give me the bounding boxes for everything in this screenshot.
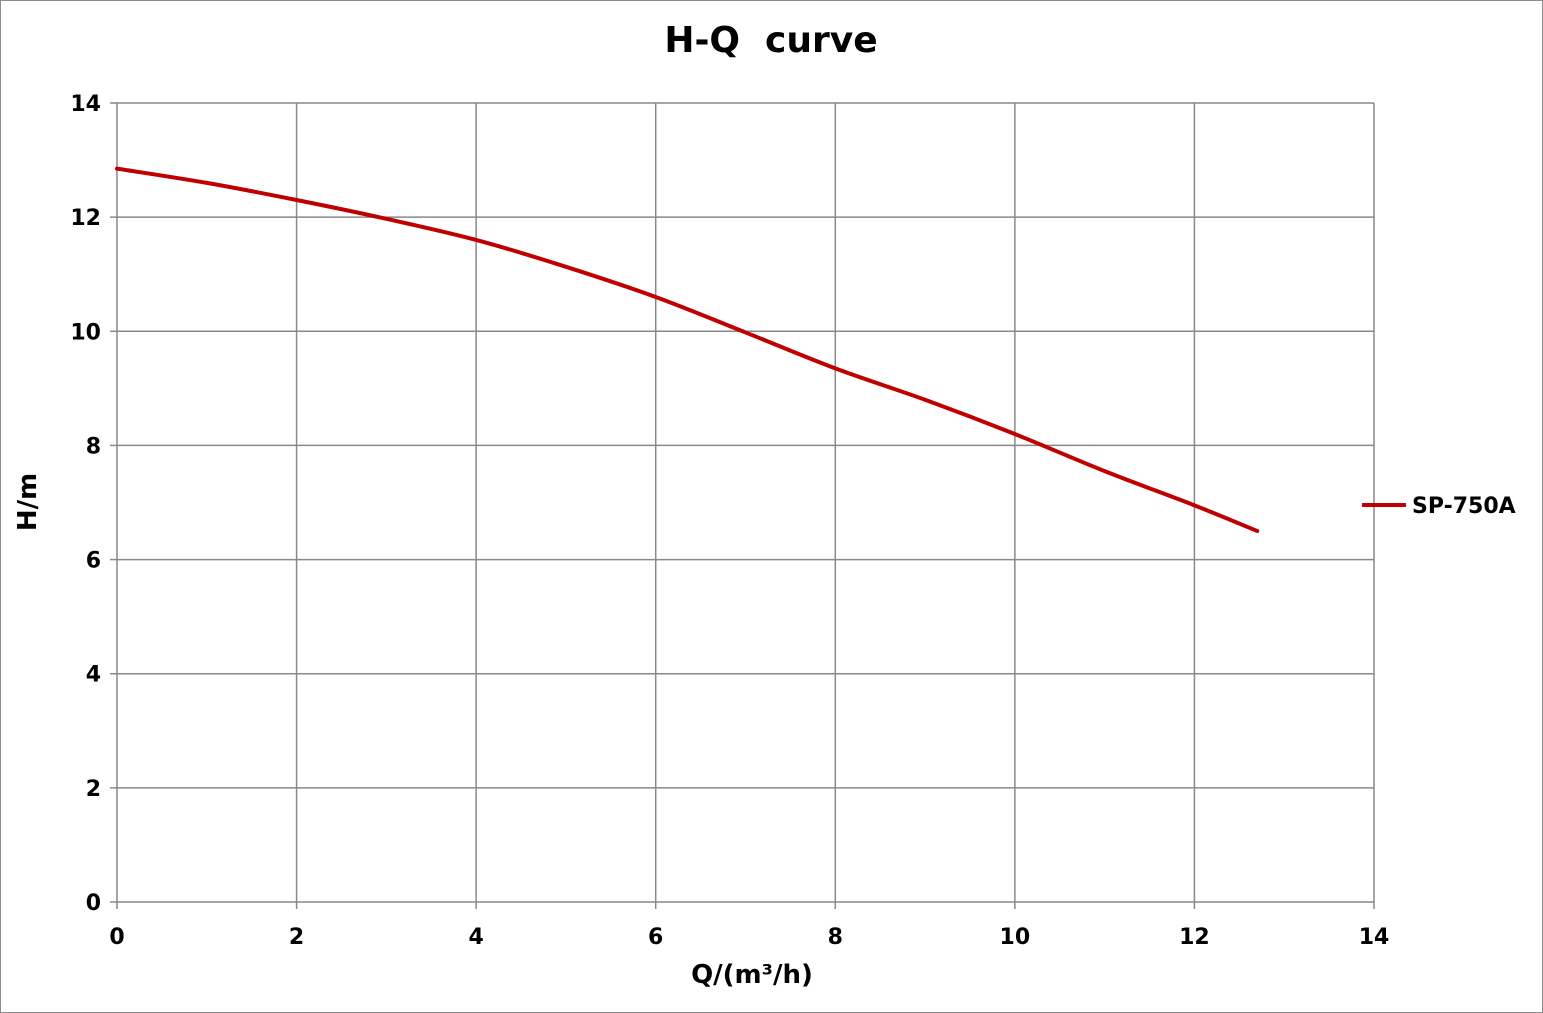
x-tick-label: 0 <box>109 925 124 950</box>
chart-title: H-Q curve <box>664 20 877 61</box>
series-layer <box>115 166 1260 534</box>
legend-label-sp-750a: SP-750A <box>1412 494 1516 519</box>
x-tick-label: 10 <box>1000 925 1031 950</box>
x-tick-label: 8 <box>828 925 843 950</box>
x-tick-label: 6 <box>648 925 663 950</box>
y-tick-label: 6 <box>86 549 101 574</box>
grid <box>116 102 1375 903</box>
y-tick-label: 10 <box>70 320 101 345</box>
y-tick-label: 8 <box>86 434 101 459</box>
x-tick-label: 14 <box>1359 925 1390 950</box>
x-axis-title: Q/(m³/h) <box>691 960 813 990</box>
x-tick-label: 12 <box>1179 925 1210 950</box>
legend: SP-750A <box>1362 494 1516 519</box>
y-tick-label: 2 <box>86 777 101 802</box>
y-tick-label: 0 <box>86 891 101 916</box>
axis-ticks: 0 2 4 6 8 10 12 14 0 2 4 6 8 10 12 14 <box>70 92 1389 950</box>
x-tick-label: 4 <box>468 925 483 950</box>
y-tick-label: 12 <box>70 206 101 231</box>
y-tick-label: 4 <box>86 663 101 688</box>
series-line-sp-750a <box>115 166 1260 534</box>
y-axis-title: H/m <box>13 473 43 531</box>
y-tick-label: 14 <box>70 92 101 117</box>
x-tick-label: 2 <box>289 925 304 950</box>
